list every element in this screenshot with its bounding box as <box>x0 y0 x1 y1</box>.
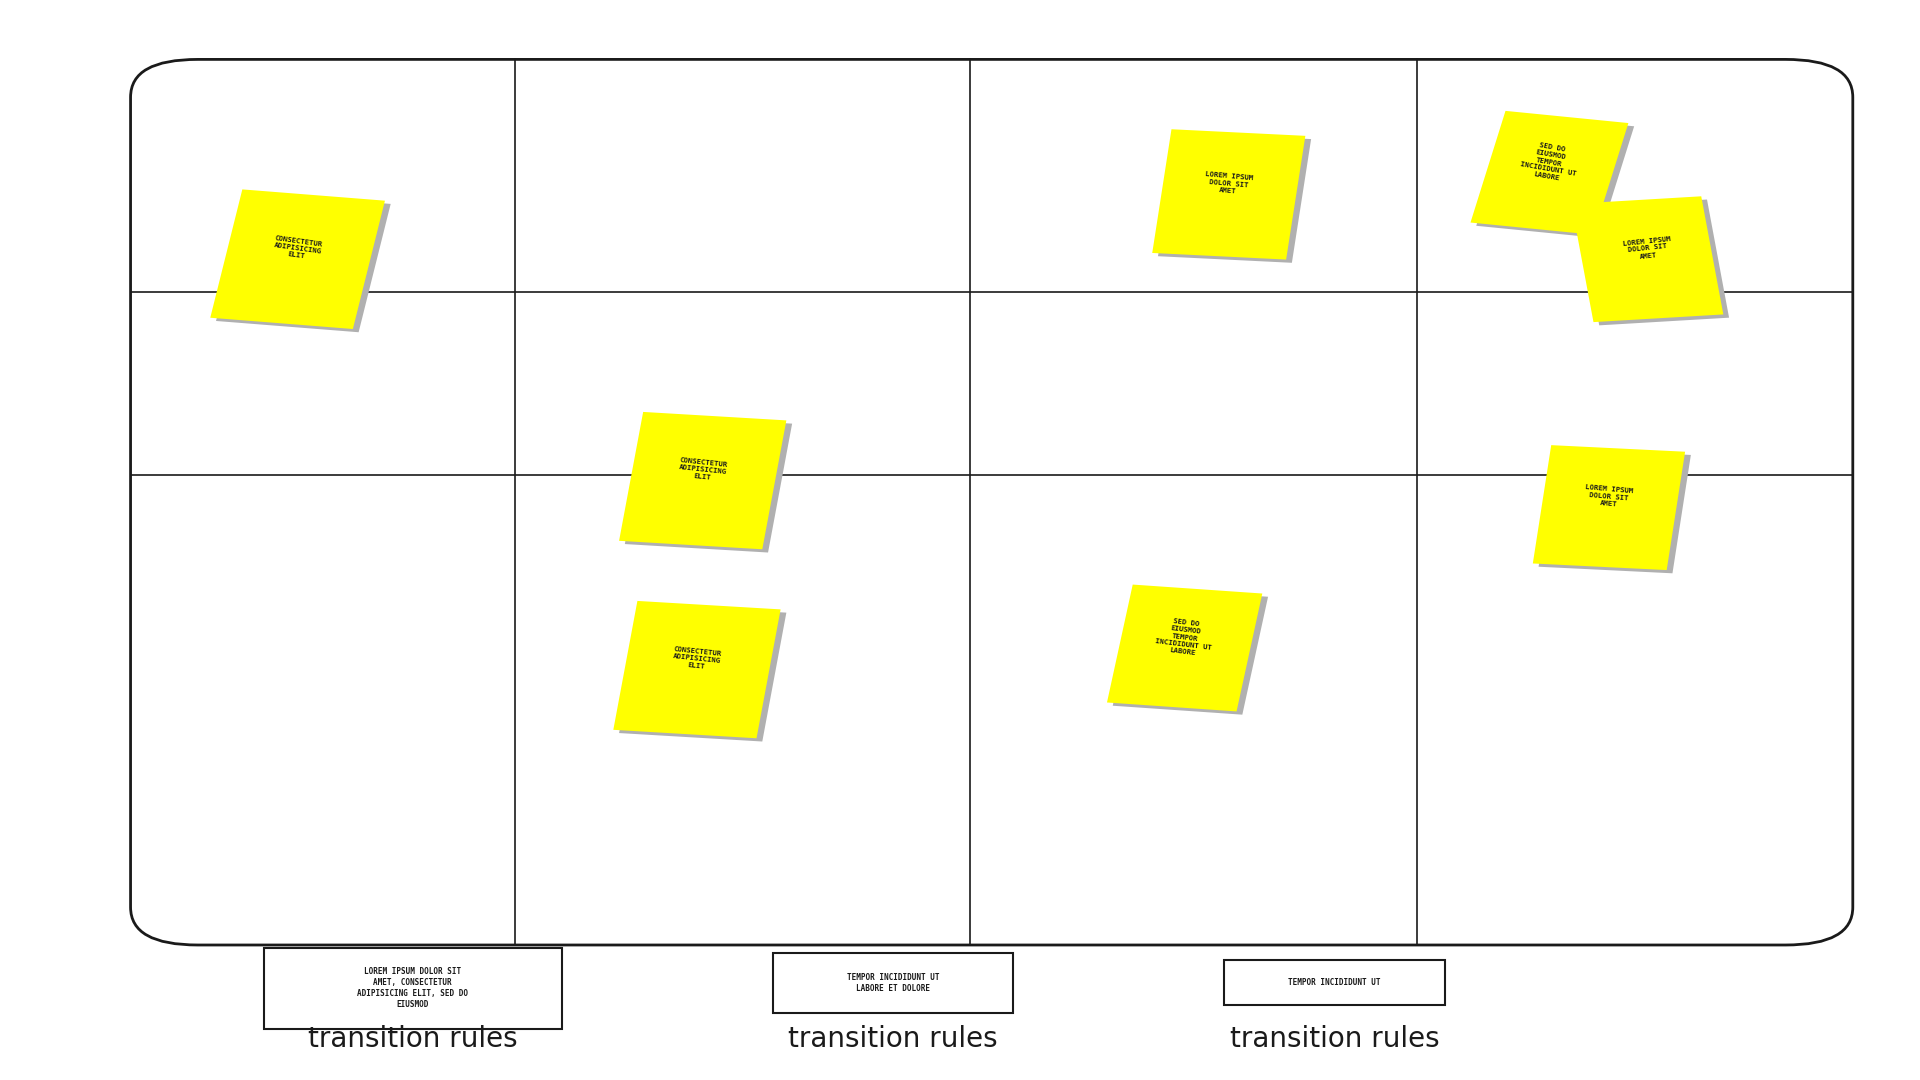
Bar <box>211 189 384 329</box>
Text: CONSECTETUR
ADIPISICING
ELIT: CONSECTETUR ADIPISICING ELIT <box>672 646 722 672</box>
Bar <box>1571 197 1724 322</box>
Bar <box>618 411 787 550</box>
Bar <box>1158 133 1311 262</box>
Text: LOREM IPSUM
DOLOR SIT
AMET: LOREM IPSUM DOLOR SIT AMET <box>1622 235 1672 261</box>
Bar <box>1576 200 1730 325</box>
Bar <box>217 192 390 333</box>
Text: LOREM IPSUM DOLOR SIT
AMET, CONSECTETUR
ADIPISICING ELIT, SED DO
EIUSMOD: LOREM IPSUM DOLOR SIT AMET, CONSECTETUR … <box>357 967 468 1010</box>
Text: TEMPOR INCIDIDUNT UT
LABORE ET DOLORE: TEMPOR INCIDIDUNT UT LABORE ET DOLORE <box>847 973 939 993</box>
Text: transition rules: transition rules <box>1229 1025 1440 1053</box>
Text: transition rules: transition rules <box>787 1025 998 1053</box>
Bar <box>624 415 793 553</box>
Text: LOREM IPSUM
DOLOR SIT
AMET: LOREM IPSUM DOLOR SIT AMET <box>1204 172 1254 195</box>
Bar <box>1476 114 1634 238</box>
Bar <box>1225 960 1444 1005</box>
Bar <box>1152 130 1306 259</box>
Text: CONSECTETUR
ADIPISICING
ELIT: CONSECTETUR ADIPISICING ELIT <box>273 235 323 261</box>
Bar <box>772 954 1014 1013</box>
Bar <box>1532 445 1686 570</box>
Text: TEMPOR INCIDIDUNT UT: TEMPOR INCIDIDUNT UT <box>1288 978 1380 987</box>
Text: SED DO
EIUSMOD
TEMPOR
INCIDIDUNT UT
LABORE: SED DO EIUSMOD TEMPOR INCIDIDUNT UT LABO… <box>1154 617 1215 658</box>
Bar <box>1538 448 1692 573</box>
Text: LOREM IPSUM
DOLOR SIT
AMET: LOREM IPSUM DOLOR SIT AMET <box>1584 485 1634 509</box>
Text: CONSECTETUR
ADIPISICING
ELIT: CONSECTETUR ADIPISICING ELIT <box>678 457 728 483</box>
FancyBboxPatch shape <box>131 59 1853 945</box>
Bar <box>265 948 561 1028</box>
Bar <box>612 600 781 739</box>
Bar <box>1108 584 1261 712</box>
Text: transition rules: transition rules <box>307 1025 518 1053</box>
Bar <box>1114 588 1267 715</box>
Text: SED DO
EIUSMOD
TEMPOR
INCIDIDUNT UT
LABORE: SED DO EIUSMOD TEMPOR INCIDIDUNT UT LABO… <box>1519 139 1580 185</box>
Bar <box>1471 111 1628 234</box>
Bar <box>618 604 787 742</box>
